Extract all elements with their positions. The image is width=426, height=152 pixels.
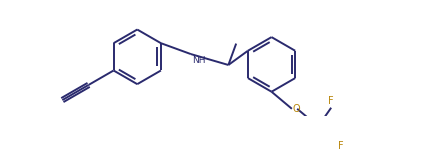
Text: F: F: [328, 96, 333, 106]
Text: NH: NH: [192, 56, 205, 65]
Text: O: O: [292, 104, 299, 114]
Text: F: F: [337, 141, 343, 151]
